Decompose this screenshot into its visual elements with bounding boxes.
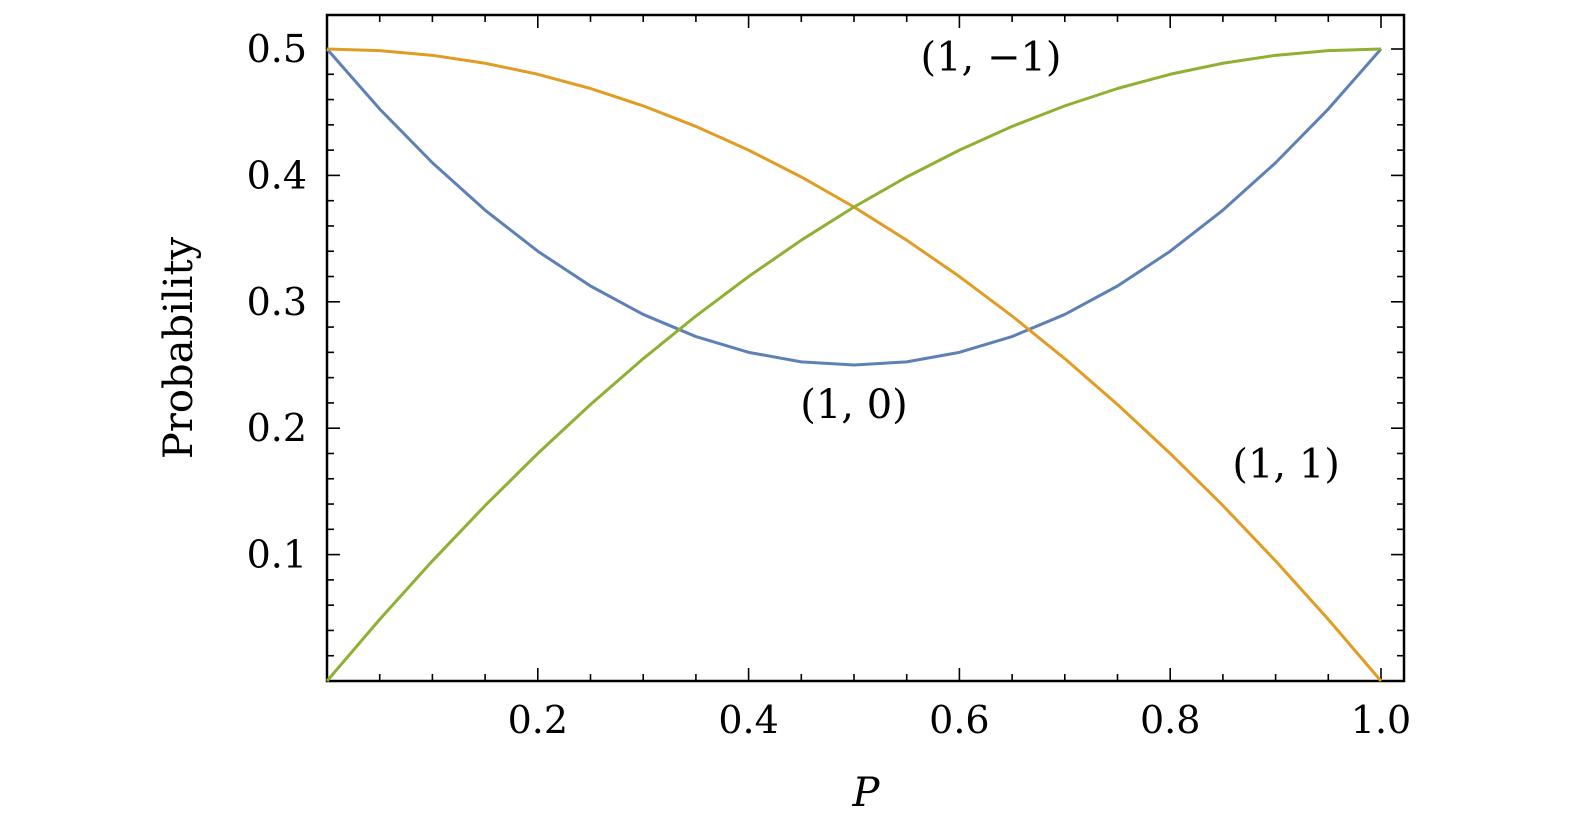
axis-ticks [327, 15, 1404, 681]
x-tick-label: 0.2 [508, 698, 568, 742]
x-tick-label: 0.8 [1140, 698, 1200, 742]
series-line [325, 48, 1383, 367]
y-tick-label: 0.5 [247, 27, 307, 71]
y-axis-title: Probability [156, 236, 202, 459]
y-tick-label: 0.3 [247, 280, 307, 324]
plot-frame [325, 13, 1406, 683]
series-line [325, 47, 1382, 682]
y-tick-label: 0.1 [247, 533, 307, 577]
series-layer [325, 47, 1383, 682]
series-annotations: (1, −1) (1, 0) (1, 1) [800, 34, 1340, 487]
y-tick-label: 0.4 [247, 153, 307, 197]
x-tick-label: 0.6 [929, 698, 989, 742]
y-tick-label: 0.2 [247, 406, 307, 450]
x-tick-label: 1.0 [1351, 698, 1411, 742]
x-axis-title: P [852, 770, 881, 816]
tick-labels: 0.2 0.4 0.6 0.8 1.0 0.1 0.2 0.3 0.4 0.5 [247, 27, 1412, 742]
series-label: (1, 0) [800, 382, 908, 428]
series-label: (1, −1) [920, 34, 1061, 80]
x-tick-label: 0.4 [718, 698, 778, 742]
series-label: (1, 1) [1232, 441, 1340, 487]
